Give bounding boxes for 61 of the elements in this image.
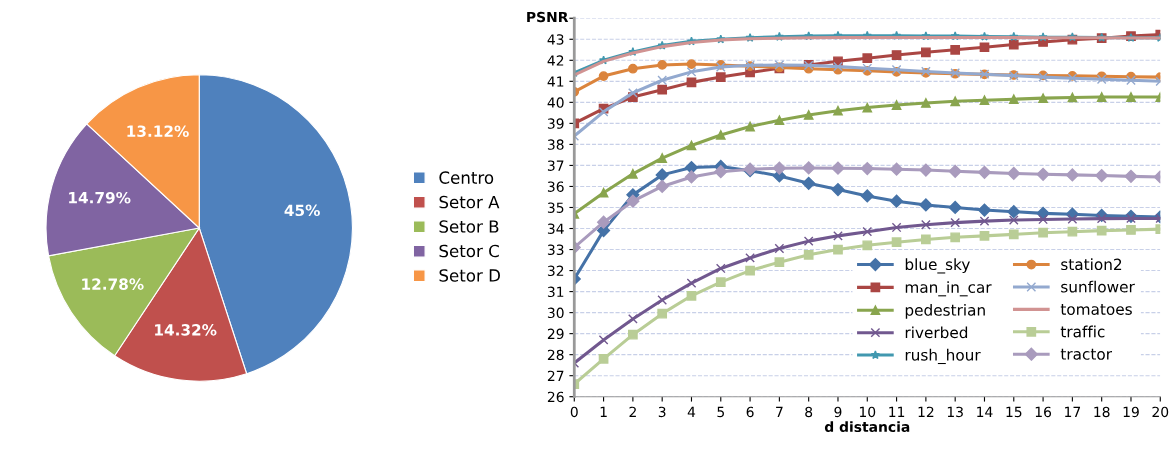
y-tick-label: 43 bbox=[547, 34, 564, 45]
x-tick-label: 1 bbox=[600, 406, 607, 417]
y-tick-label: 37 bbox=[547, 160, 564, 171]
x-tick-label: 17 bbox=[1065, 406, 1081, 417]
data-label: 12.78% bbox=[82, 278, 144, 290]
y-tick-label: 26 bbox=[547, 391, 564, 403]
legend-label: riverbed bbox=[905, 326, 968, 339]
x-axis-title: d distancia bbox=[824, 421, 910, 433]
x-tick-label: 7 bbox=[776, 406, 783, 417]
x-tick-label: 14 bbox=[977, 406, 993, 417]
x-tick-label: 12 bbox=[918, 406, 934, 417]
data-label: 13.12% bbox=[127, 125, 189, 137]
y-tick-label: 30 bbox=[547, 307, 564, 319]
y-tick-label: 35 bbox=[547, 202, 564, 213]
x-tick-label: 8 bbox=[805, 406, 813, 418]
x-tick-label: 15 bbox=[1006, 406, 1022, 418]
x-tick-label: 13 bbox=[947, 406, 963, 418]
x-tick-label: 19 bbox=[1123, 406, 1139, 418]
y-tick-label: 41 bbox=[547, 76, 564, 87]
x-tick-label: 5 bbox=[717, 406, 724, 418]
legend-label: tractor bbox=[1060, 348, 1112, 360]
x-tick-label: 18 bbox=[1094, 406, 1110, 418]
data-label: 14.32% bbox=[155, 324, 217, 336]
x-tick-label: 11 bbox=[889, 406, 905, 417]
y-tick-label: 32 bbox=[547, 265, 564, 277]
legend-label: tomatoes bbox=[1060, 304, 1132, 315]
y-tick-label: 27 bbox=[547, 370, 564, 381]
x-tick-label: 10 bbox=[859, 406, 876, 418]
data-label: 45% bbox=[284, 204, 320, 217]
legend-label: traffic bbox=[1060, 325, 1105, 338]
x-tick-label: 3 bbox=[658, 406, 666, 418]
legend-label: Setor C bbox=[439, 244, 499, 258]
legend-label: rush_hour bbox=[905, 348, 981, 365]
data-label: 14.79% bbox=[69, 191, 131, 204]
y-axis-title: PSNR bbox=[527, 11, 569, 23]
y-tick-label: 40 bbox=[547, 97, 564, 108]
x-tick-label: 4 bbox=[687, 406, 696, 417]
legend-label: Setor B bbox=[439, 220, 499, 233]
x-tick-label: 2 bbox=[629, 406, 636, 417]
y-tick-label: 33 bbox=[547, 244, 564, 256]
y-tick-label: 28 bbox=[547, 349, 564, 361]
x-tick-label: 16 bbox=[1035, 406, 1052, 418]
y-tick-label: 36 bbox=[547, 181, 564, 192]
y-tick-label: 34 bbox=[547, 223, 564, 234]
x-tick-label: 9 bbox=[834, 406, 842, 418]
x-tick-label: 0 bbox=[570, 406, 578, 418]
legend-label: Centro bbox=[439, 171, 494, 184]
legend-label: Setor D bbox=[439, 269, 500, 282]
y-tick-label: 31 bbox=[547, 286, 564, 298]
y-tick-label: 38 bbox=[547, 139, 564, 150]
y-tick-label: 42 bbox=[547, 55, 564, 66]
legend-label: pedestrian bbox=[905, 303, 985, 319]
y-tick-label: 39 bbox=[547, 118, 564, 129]
legend-label: sunflower bbox=[1061, 280, 1135, 293]
legend-label: station2 bbox=[1061, 258, 1122, 271]
y-tick-label: 29 bbox=[547, 328, 564, 340]
x-tick-label: 6 bbox=[746, 406, 754, 418]
legend-label: man_in_car bbox=[905, 281, 992, 297]
legend-label: Setor A bbox=[439, 195, 500, 209]
x-tick-label: 20 bbox=[1152, 406, 1169, 418]
legend-label: blue_sky bbox=[905, 258, 970, 274]
